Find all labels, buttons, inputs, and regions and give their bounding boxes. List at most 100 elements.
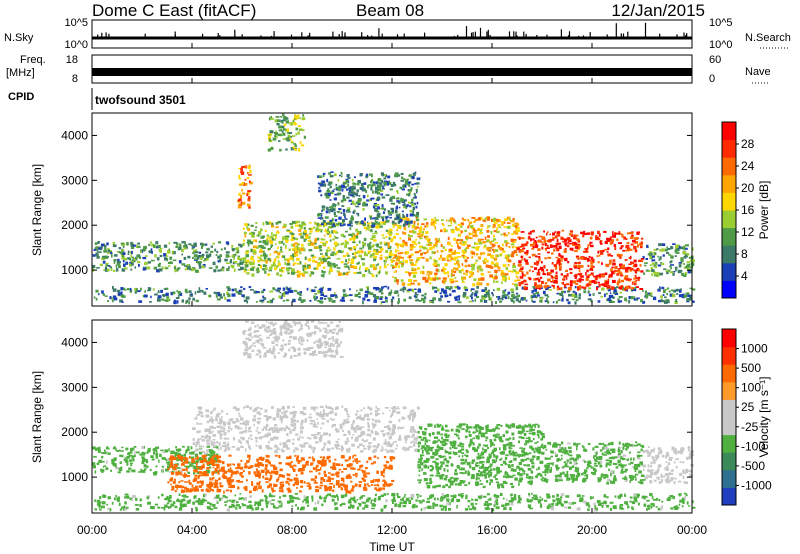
heatmap-cell [146,452,149,454]
heatmap-cell [341,471,344,473]
heatmap-cell [500,270,504,273]
heatmap-cell [286,263,291,266]
heatmap-cell [402,505,407,508]
heatmap-cell [369,292,374,295]
heatmap-cell [118,467,123,472]
heatmap-cell [268,472,273,474]
heatmap-cell [598,233,601,237]
heatmap-cell [359,173,363,176]
heatmap-cell [653,271,657,276]
heatmap-cell [352,241,356,244]
heatmap-cell [154,254,157,258]
heatmap-cell [505,267,509,270]
heatmap-cell [661,500,664,503]
heatmap-cell [634,286,637,289]
heatmap-cell [556,493,559,497]
heatmap-cell [421,499,425,502]
heatmap-cell [220,467,225,471]
heatmap-cell [172,501,176,504]
heatmap-cell [326,493,330,496]
heatmap-cell [409,209,413,213]
heatmap-cell [94,470,97,474]
heatmap-cell [367,224,370,227]
heatmap-cell [99,263,103,267]
heatmap-cell [409,213,414,217]
heatmap-cell [105,262,109,265]
heatmap-cell [512,265,516,269]
heatmap-cell [479,231,483,235]
heatmap-cell [181,263,186,266]
heatmap-cell [414,268,417,271]
heatmap-cell [401,256,404,259]
heatmap-cell [620,272,623,275]
heatmap-cell [633,497,638,501]
heatmap-cell [482,241,486,244]
heatmap-cell [516,229,520,233]
heatmap-cell [95,246,99,249]
heatmap-cell [330,206,334,209]
heatmap-cell [456,285,459,288]
heatmap-cell [407,181,411,185]
heatmap-cell [117,289,121,293]
heatmap-cell [104,246,107,250]
heatmap-cell [165,292,169,296]
heatmap-cell [293,243,296,247]
heatmap-cell [302,223,307,226]
heatmap-cell [150,455,154,458]
heatmap-cell [346,188,348,191]
heatmap-cell [298,117,302,120]
heatmap-cell [412,172,416,176]
heatmap-cell [366,299,371,302]
heatmap-cell [514,279,518,282]
heatmap-cell [353,252,356,256]
heatmap-cell [480,238,484,241]
heatmap-cell [502,264,507,267]
heatmap-cell [381,207,385,210]
heatmap-cell [458,270,462,274]
heatmap-cell [94,499,96,502]
heatmap-cell [162,451,165,454]
heatmap-cell [209,250,214,253]
heatmap-cell [289,465,294,468]
heatmap-cell [642,300,646,304]
heatmap-cell [287,260,290,263]
heatmap-cell [425,258,429,262]
heatmap-cell [96,463,100,465]
heatmap-cell [457,256,462,258]
heatmap-cell [329,482,333,485]
heatmap-cell [394,173,399,177]
heatmap-cell [236,250,240,254]
heatmap-cell [563,284,567,288]
heatmap-cell [644,264,647,267]
heatmap-cell [420,252,423,256]
heatmap-cell [590,299,593,303]
heatmap-cell [419,249,422,252]
heatmap-cell [587,258,590,260]
heatmap-cell [254,463,259,467]
heatmap-cell [548,495,551,499]
heatmap-cell [402,282,405,286]
heatmap-cell [272,470,275,474]
heatmap-cell [633,493,637,497]
heatmap-cell [200,255,204,259]
heatmap-cell [193,477,198,480]
heatmap-cell [249,262,253,266]
heatmap-cell [242,260,245,264]
heatmap-cell [264,467,268,471]
heatmap-cell [383,475,385,478]
heatmap-cell [470,502,474,506]
heatmap-cell [102,465,105,468]
heatmap-cell [181,489,186,493]
heatmap-cell [352,460,355,463]
heatmap-cell [573,264,578,268]
heatmap-cell [222,468,225,473]
heatmap-cell [223,247,226,250]
heatmap-cell [543,265,546,269]
heatmap-cell [677,245,681,249]
heatmap-cell [338,208,342,210]
heatmap-cell [651,255,655,258]
heatmap-cell [165,300,169,302]
heatmap-cell [282,113,285,117]
heatmap-cell [151,506,155,510]
heatmap-cell [346,464,351,468]
